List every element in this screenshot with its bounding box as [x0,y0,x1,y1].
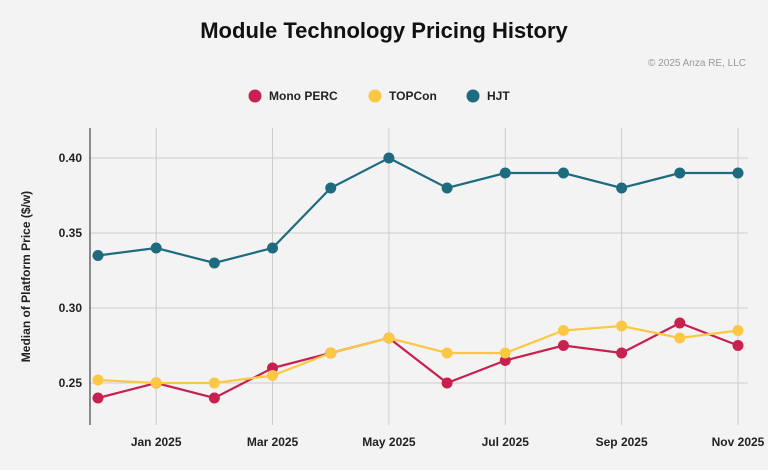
legend-label: Mono PERC [269,89,338,103]
data-point [616,182,628,194]
data-point [325,347,337,359]
legend-marker-0 [248,89,262,103]
data-point [92,392,104,404]
legend-label: HJT [487,89,510,103]
data-point [208,392,220,404]
data-point [557,167,569,179]
data-point [208,377,220,389]
data-point [732,167,744,179]
data-point [441,182,453,194]
y-tick-label: 0.25 [59,376,83,390]
data-point [441,347,453,359]
legend-marker-1 [368,89,382,103]
data-point [557,325,569,336]
data-point [150,377,162,389]
data-point [499,167,511,179]
series-line-hjt [97,156,738,265]
y-tick-label: 0.30 [59,301,83,315]
data-point [674,332,686,344]
legend-label: TOPCon [389,89,437,103]
data-point [674,317,686,329]
data-point [325,182,337,194]
data-point [92,250,104,261]
data-point [92,374,104,386]
legend-marker-2 [466,89,480,103]
x-tick-label: Mar 2025 [247,435,299,449]
x-tick-label: Sep 2025 [596,435,648,449]
data-point [441,377,453,389]
x-tick-label: Jul 2025 [482,435,530,449]
series-line-topcon [97,324,739,385]
data-point [732,340,744,351]
data-point [499,347,511,359]
data-point [674,167,686,179]
chart-title: Module Technology Pricing History [200,18,568,43]
data-point [732,325,744,336]
series-line-mono-perc [97,321,739,400]
y-tick-label: 0.35 [59,226,83,240]
data-point [267,370,279,381]
x-tick-label: May 2025 [362,435,416,449]
y-tick-label: 0.40 [59,151,83,165]
x-tick-label: Nov 2025 [712,435,765,449]
data-point [267,242,279,254]
data-point [208,257,220,269]
data-point [383,152,395,164]
y-axis-title: Median of Platform Price ($/w) [19,191,33,362]
x-tick-label: Jan 2025 [131,435,182,449]
data-point [616,320,628,332]
data-point [616,347,628,359]
data-point [557,340,569,351]
data-point [150,242,162,254]
data-point [383,332,395,344]
copyright-annotation: © 2025 Anza RE, LLC [648,58,746,69]
